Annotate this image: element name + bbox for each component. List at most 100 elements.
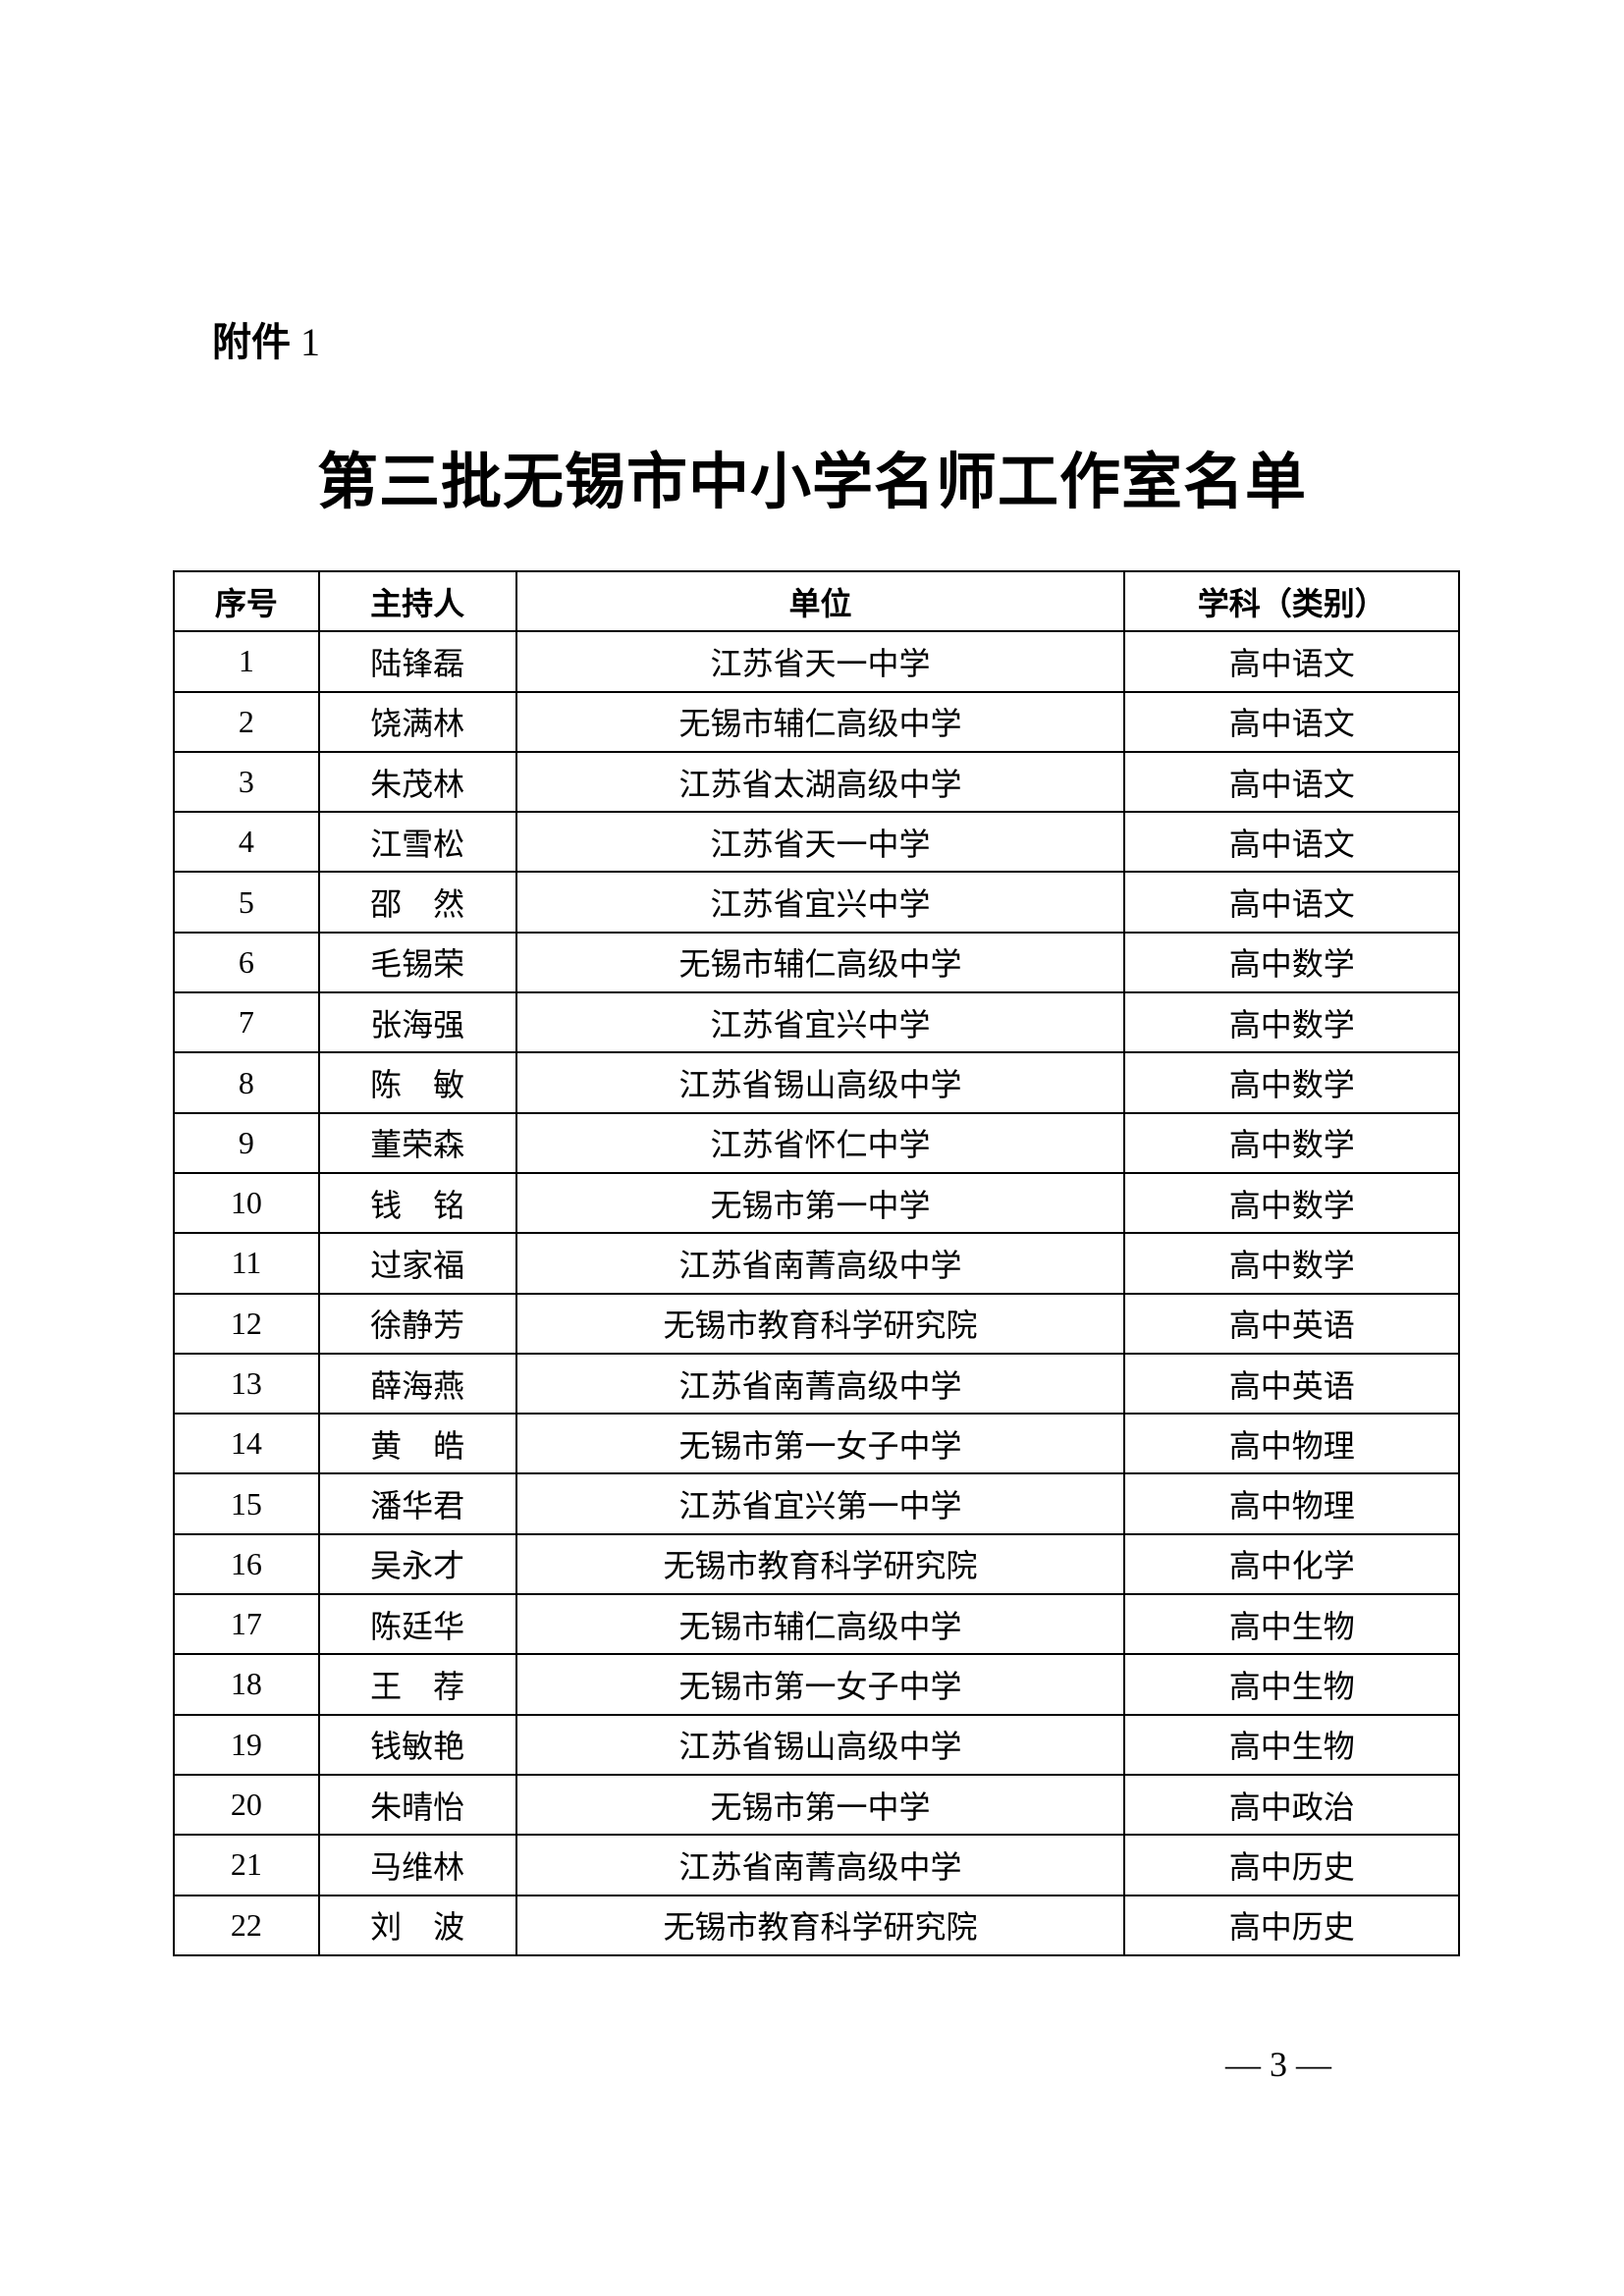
- table-row: 7 张海强 江苏省宜兴中学 高中数学: [173, 991, 1460, 1054]
- cell-unit: 无锡市辅仁高级中学: [514, 690, 1126, 753]
- cell-index: 16: [173, 1532, 320, 1596]
- cell-subject: 高中化学: [1123, 1532, 1460, 1596]
- cell-host: 邵 然: [317, 871, 517, 934]
- cell-host: 江雪松: [317, 811, 517, 874]
- cell-subject: 高中政治: [1123, 1773, 1460, 1837]
- header-unit: 单位: [514, 569, 1126, 633]
- cell-host: 饶满林: [317, 690, 517, 753]
- table-row: 6 毛锡荣 无锡市辅仁高级中学 高中数学: [173, 931, 1460, 994]
- cell-subject: 高中语文: [1123, 811, 1460, 874]
- cell-host: 钱 铭: [317, 1171, 517, 1235]
- cell-unit: 江苏省太湖高级中学: [514, 750, 1126, 814]
- cell-index: 9: [173, 1111, 320, 1174]
- cell-subject: 高中数学: [1123, 1171, 1460, 1235]
- cell-index: 22: [173, 1894, 320, 1956]
- header-subject: 学科（类别）: [1123, 569, 1460, 633]
- cell-index: 2: [173, 690, 320, 753]
- table-row: 12 徐静芳 无锡市教育科学研究院 高中英语: [173, 1292, 1460, 1355]
- cell-unit: 无锡市第一中学: [514, 1773, 1126, 1837]
- cell-unit: 无锡市教育科学研究院: [514, 1894, 1126, 1956]
- cell-host: 黄 皓: [317, 1413, 517, 1475]
- cell-index: 17: [173, 1593, 320, 1656]
- cell-index: 14: [173, 1413, 320, 1475]
- cell-subject: 高中生物: [1123, 1593, 1460, 1656]
- cell-index: 6: [173, 931, 320, 994]
- attachment-label: 附件 1: [212, 310, 320, 367]
- cell-unit: 无锡市第一女子中学: [514, 1413, 1126, 1475]
- cell-host: 潘华君: [317, 1472, 517, 1535]
- cell-unit: 无锡市教育科学研究院: [514, 1292, 1126, 1355]
- cell-subject: 高中历史: [1123, 1834, 1460, 1896]
- cell-subject: 高中历史: [1123, 1894, 1460, 1956]
- cell-host: 吴永才: [317, 1532, 517, 1596]
- cell-host: 过家福: [317, 1232, 517, 1295]
- cell-index: 13: [173, 1352, 320, 1415]
- cell-subject: 高中数学: [1123, 991, 1460, 1054]
- cell-unit: 江苏省锡山高级中学: [514, 1051, 1126, 1114]
- cell-unit: 无锡市第一中学: [514, 1171, 1126, 1235]
- table-header-row: 序号 主持人 单位 学科（类别）: [173, 569, 1460, 633]
- page-number: — 3 —: [1225, 2045, 1331, 2084]
- cell-host: 朱茂林: [317, 750, 517, 814]
- cell-host: 王 荐: [317, 1653, 517, 1716]
- table-row: 19 钱敏艳 江苏省锡山高级中学 高中生物: [173, 1713, 1460, 1776]
- table-row: 16 吴永才 无锡市教育科学研究院 高中化学: [173, 1532, 1460, 1596]
- cell-host: 马维林: [317, 1834, 517, 1896]
- table-row: 20 朱晴怡 无锡市第一中学 高中政治: [173, 1773, 1460, 1837]
- cell-index: 8: [173, 1051, 320, 1114]
- cell-unit: 江苏省天一中学: [514, 811, 1126, 874]
- cell-index: 3: [173, 750, 320, 814]
- cell-unit: 无锡市第一女子中学: [514, 1653, 1126, 1716]
- cell-host: 徐静芳: [317, 1292, 517, 1355]
- cell-subject: 高中数学: [1123, 1051, 1460, 1114]
- cell-index: 20: [173, 1773, 320, 1837]
- table-row: 9 董荣森 江苏省怀仁中学 高中数学: [173, 1111, 1460, 1174]
- cell-unit: 江苏省南菁高级中学: [514, 1352, 1126, 1415]
- cell-unit: 江苏省南菁高级中学: [514, 1834, 1126, 1896]
- cell-unit: 无锡市教育科学研究院: [514, 1532, 1126, 1596]
- cell-subject: 高中语文: [1123, 750, 1460, 814]
- cell-unit: 江苏省宜兴中学: [514, 871, 1126, 934]
- cell-host: 朱晴怡: [317, 1773, 517, 1837]
- cell-unit: 江苏省宜兴第一中学: [514, 1472, 1126, 1535]
- cell-host: 刘 波: [317, 1894, 517, 1956]
- table-row: 2 饶满林 无锡市辅仁高级中学 高中语文: [173, 690, 1460, 753]
- cell-index: 7: [173, 991, 320, 1054]
- cell-unit: 江苏省怀仁中学: [514, 1111, 1126, 1174]
- cell-host: 钱敏艳: [317, 1713, 517, 1776]
- cell-subject: 高中物理: [1123, 1472, 1460, 1535]
- cell-index: 10: [173, 1171, 320, 1235]
- cell-subject: 高中物理: [1123, 1413, 1460, 1475]
- table-row: 3 朱茂林 江苏省太湖高级中学 高中语文: [173, 750, 1460, 814]
- cell-subject: 高中数学: [1123, 1111, 1460, 1174]
- cell-unit: 江苏省南菁高级中学: [514, 1232, 1126, 1295]
- cell-subject: 高中英语: [1123, 1352, 1460, 1415]
- cell-subject: 高中英语: [1123, 1292, 1460, 1355]
- table-row: 1 陆锋磊 江苏省天一中学 高中语文: [173, 630, 1460, 693]
- studio-list-table: 序号 主持人 单位 学科（类别） 1 陆锋磊 江苏省天一中学 高中语文 2 饶满林 无锡市辅…: [173, 569, 1460, 1956]
- header-index: 序号: [173, 569, 320, 633]
- cell-host: 陈廷华: [317, 1593, 517, 1656]
- document-title: 第三批无锡市中小学名师工作室名单: [316, 450, 1307, 516]
- table-row: 10 钱 铭无锡市第一中学 高中数学: [173, 1171, 1460, 1235]
- cell-subject: 高中数学: [1123, 931, 1460, 994]
- table-row: 11 过家福 江苏省南菁高级中学 高中数学: [173, 1232, 1460, 1295]
- cell-unit: 无锡市辅仁高级中学: [514, 931, 1126, 994]
- cell-unit: 无锡市辅仁高级中学: [514, 1593, 1126, 1656]
- cell-host: 陆锋磊: [317, 630, 517, 693]
- cell-host: 陈 敏: [317, 1051, 517, 1114]
- cell-subject: 高中数学: [1123, 1232, 1460, 1295]
- cell-index: 11: [173, 1232, 320, 1295]
- table-row: 18 王 荐无锡市第一女子中学 高中生物: [173, 1653, 1460, 1716]
- cell-index: 15: [173, 1472, 320, 1535]
- cell-subject: 高中生物: [1123, 1713, 1460, 1776]
- cell-subject: 高中语文: [1123, 871, 1460, 934]
- cell-host: 董荣森: [317, 1111, 517, 1174]
- cell-unit: 江苏省天一中学: [514, 630, 1126, 693]
- table-row: 22 刘 波无锡市教育科学研究院 高中历史: [173, 1894, 1460, 1956]
- cell-host: 薛海燕: [317, 1352, 517, 1415]
- attachment-text: 附件: [212, 320, 291, 364]
- cell-subject: 高中语文: [1123, 690, 1460, 753]
